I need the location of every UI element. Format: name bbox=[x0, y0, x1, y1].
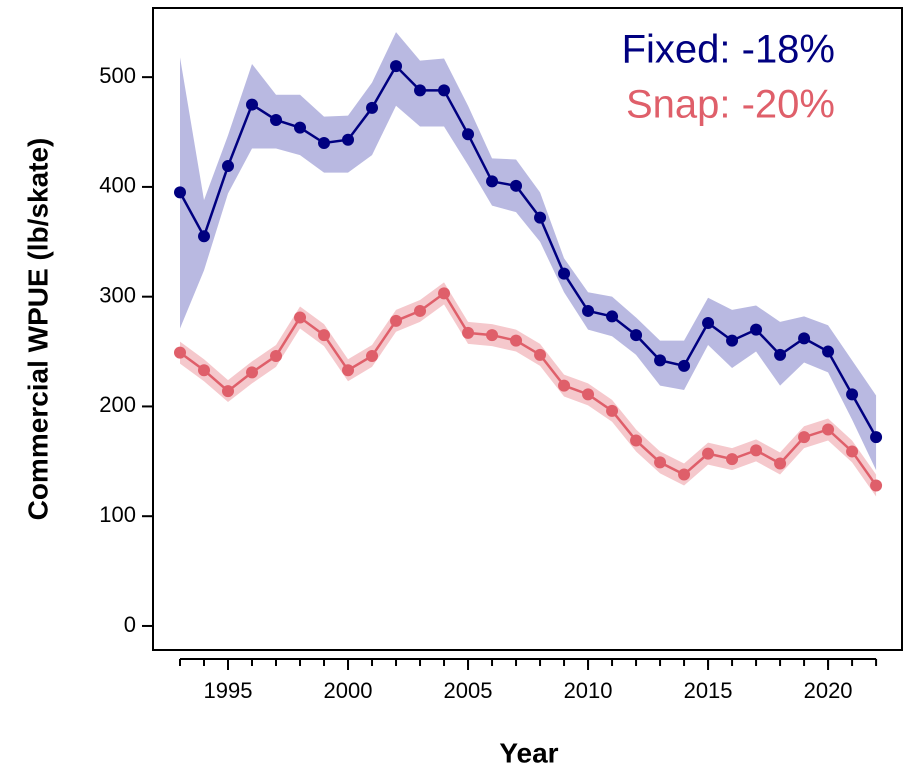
plot-frame bbox=[152, 7, 903, 651]
legend-fixed: Fixed: -18% bbox=[622, 28, 835, 72]
point bbox=[798, 431, 811, 444]
x-tick-label: 2000 bbox=[324, 678, 373, 703]
point bbox=[606, 310, 619, 323]
y-axis-label: Commercial WPUE (lb/skate) bbox=[22, 138, 53, 521]
point bbox=[870, 479, 883, 492]
point bbox=[270, 113, 283, 126]
point bbox=[174, 186, 187, 199]
point bbox=[582, 304, 595, 317]
point bbox=[678, 359, 691, 372]
point bbox=[654, 456, 667, 469]
point bbox=[246, 98, 259, 111]
point bbox=[198, 230, 211, 243]
point bbox=[294, 311, 307, 324]
point bbox=[318, 137, 331, 150]
x-tick-label: 2005 bbox=[444, 678, 493, 703]
point bbox=[726, 334, 739, 347]
point bbox=[846, 445, 859, 458]
x-axis-label: Year bbox=[499, 737, 558, 768]
point bbox=[222, 385, 235, 398]
ci-band bbox=[180, 282, 877, 497]
x-tick-label: 2015 bbox=[684, 678, 733, 703]
y-tick-label: 500 bbox=[99, 63, 136, 88]
point bbox=[702, 447, 715, 460]
point bbox=[198, 364, 211, 377]
ci-band bbox=[180, 32, 877, 471]
y-tick-label: 300 bbox=[99, 282, 136, 307]
point bbox=[246, 366, 259, 379]
point bbox=[822, 345, 835, 358]
point bbox=[534, 348, 547, 361]
point bbox=[726, 453, 739, 466]
point bbox=[558, 267, 571, 280]
point bbox=[342, 133, 355, 146]
point bbox=[750, 323, 763, 336]
point bbox=[774, 348, 787, 361]
point bbox=[654, 354, 667, 367]
point bbox=[582, 388, 595, 401]
point bbox=[846, 388, 859, 401]
point bbox=[174, 346, 187, 359]
point bbox=[462, 128, 475, 141]
point bbox=[390, 60, 403, 73]
point bbox=[438, 287, 451, 300]
point bbox=[678, 468, 691, 481]
point bbox=[390, 314, 403, 327]
point bbox=[558, 379, 571, 392]
point bbox=[318, 329, 331, 342]
x-tick-label: 2020 bbox=[804, 678, 853, 703]
point bbox=[438, 84, 451, 97]
point bbox=[222, 160, 235, 173]
point bbox=[486, 329, 499, 342]
x-tick-label: 2010 bbox=[564, 678, 613, 703]
point bbox=[630, 434, 643, 447]
point bbox=[486, 175, 499, 188]
point bbox=[510, 179, 523, 192]
y-tick-label: 400 bbox=[99, 173, 136, 198]
y-tick-label: 0 bbox=[124, 612, 136, 637]
legend-snap: Snap: -20% bbox=[626, 83, 835, 127]
x-tick-label: 1995 bbox=[204, 678, 253, 703]
point bbox=[870, 431, 883, 444]
point bbox=[702, 317, 715, 330]
point bbox=[606, 404, 619, 417]
point bbox=[630, 329, 643, 342]
point bbox=[534, 211, 547, 224]
point bbox=[414, 84, 427, 97]
point bbox=[342, 364, 355, 377]
point bbox=[366, 349, 379, 362]
point bbox=[798, 332, 811, 345]
y-tick-label: 200 bbox=[99, 392, 136, 417]
point bbox=[414, 304, 427, 317]
point bbox=[510, 334, 523, 347]
point bbox=[294, 121, 307, 134]
point bbox=[366, 101, 379, 114]
point bbox=[774, 457, 787, 470]
point bbox=[270, 349, 283, 362]
y-tick-label: 100 bbox=[99, 502, 136, 527]
point bbox=[750, 444, 763, 457]
point bbox=[822, 423, 835, 436]
point bbox=[462, 326, 475, 339]
